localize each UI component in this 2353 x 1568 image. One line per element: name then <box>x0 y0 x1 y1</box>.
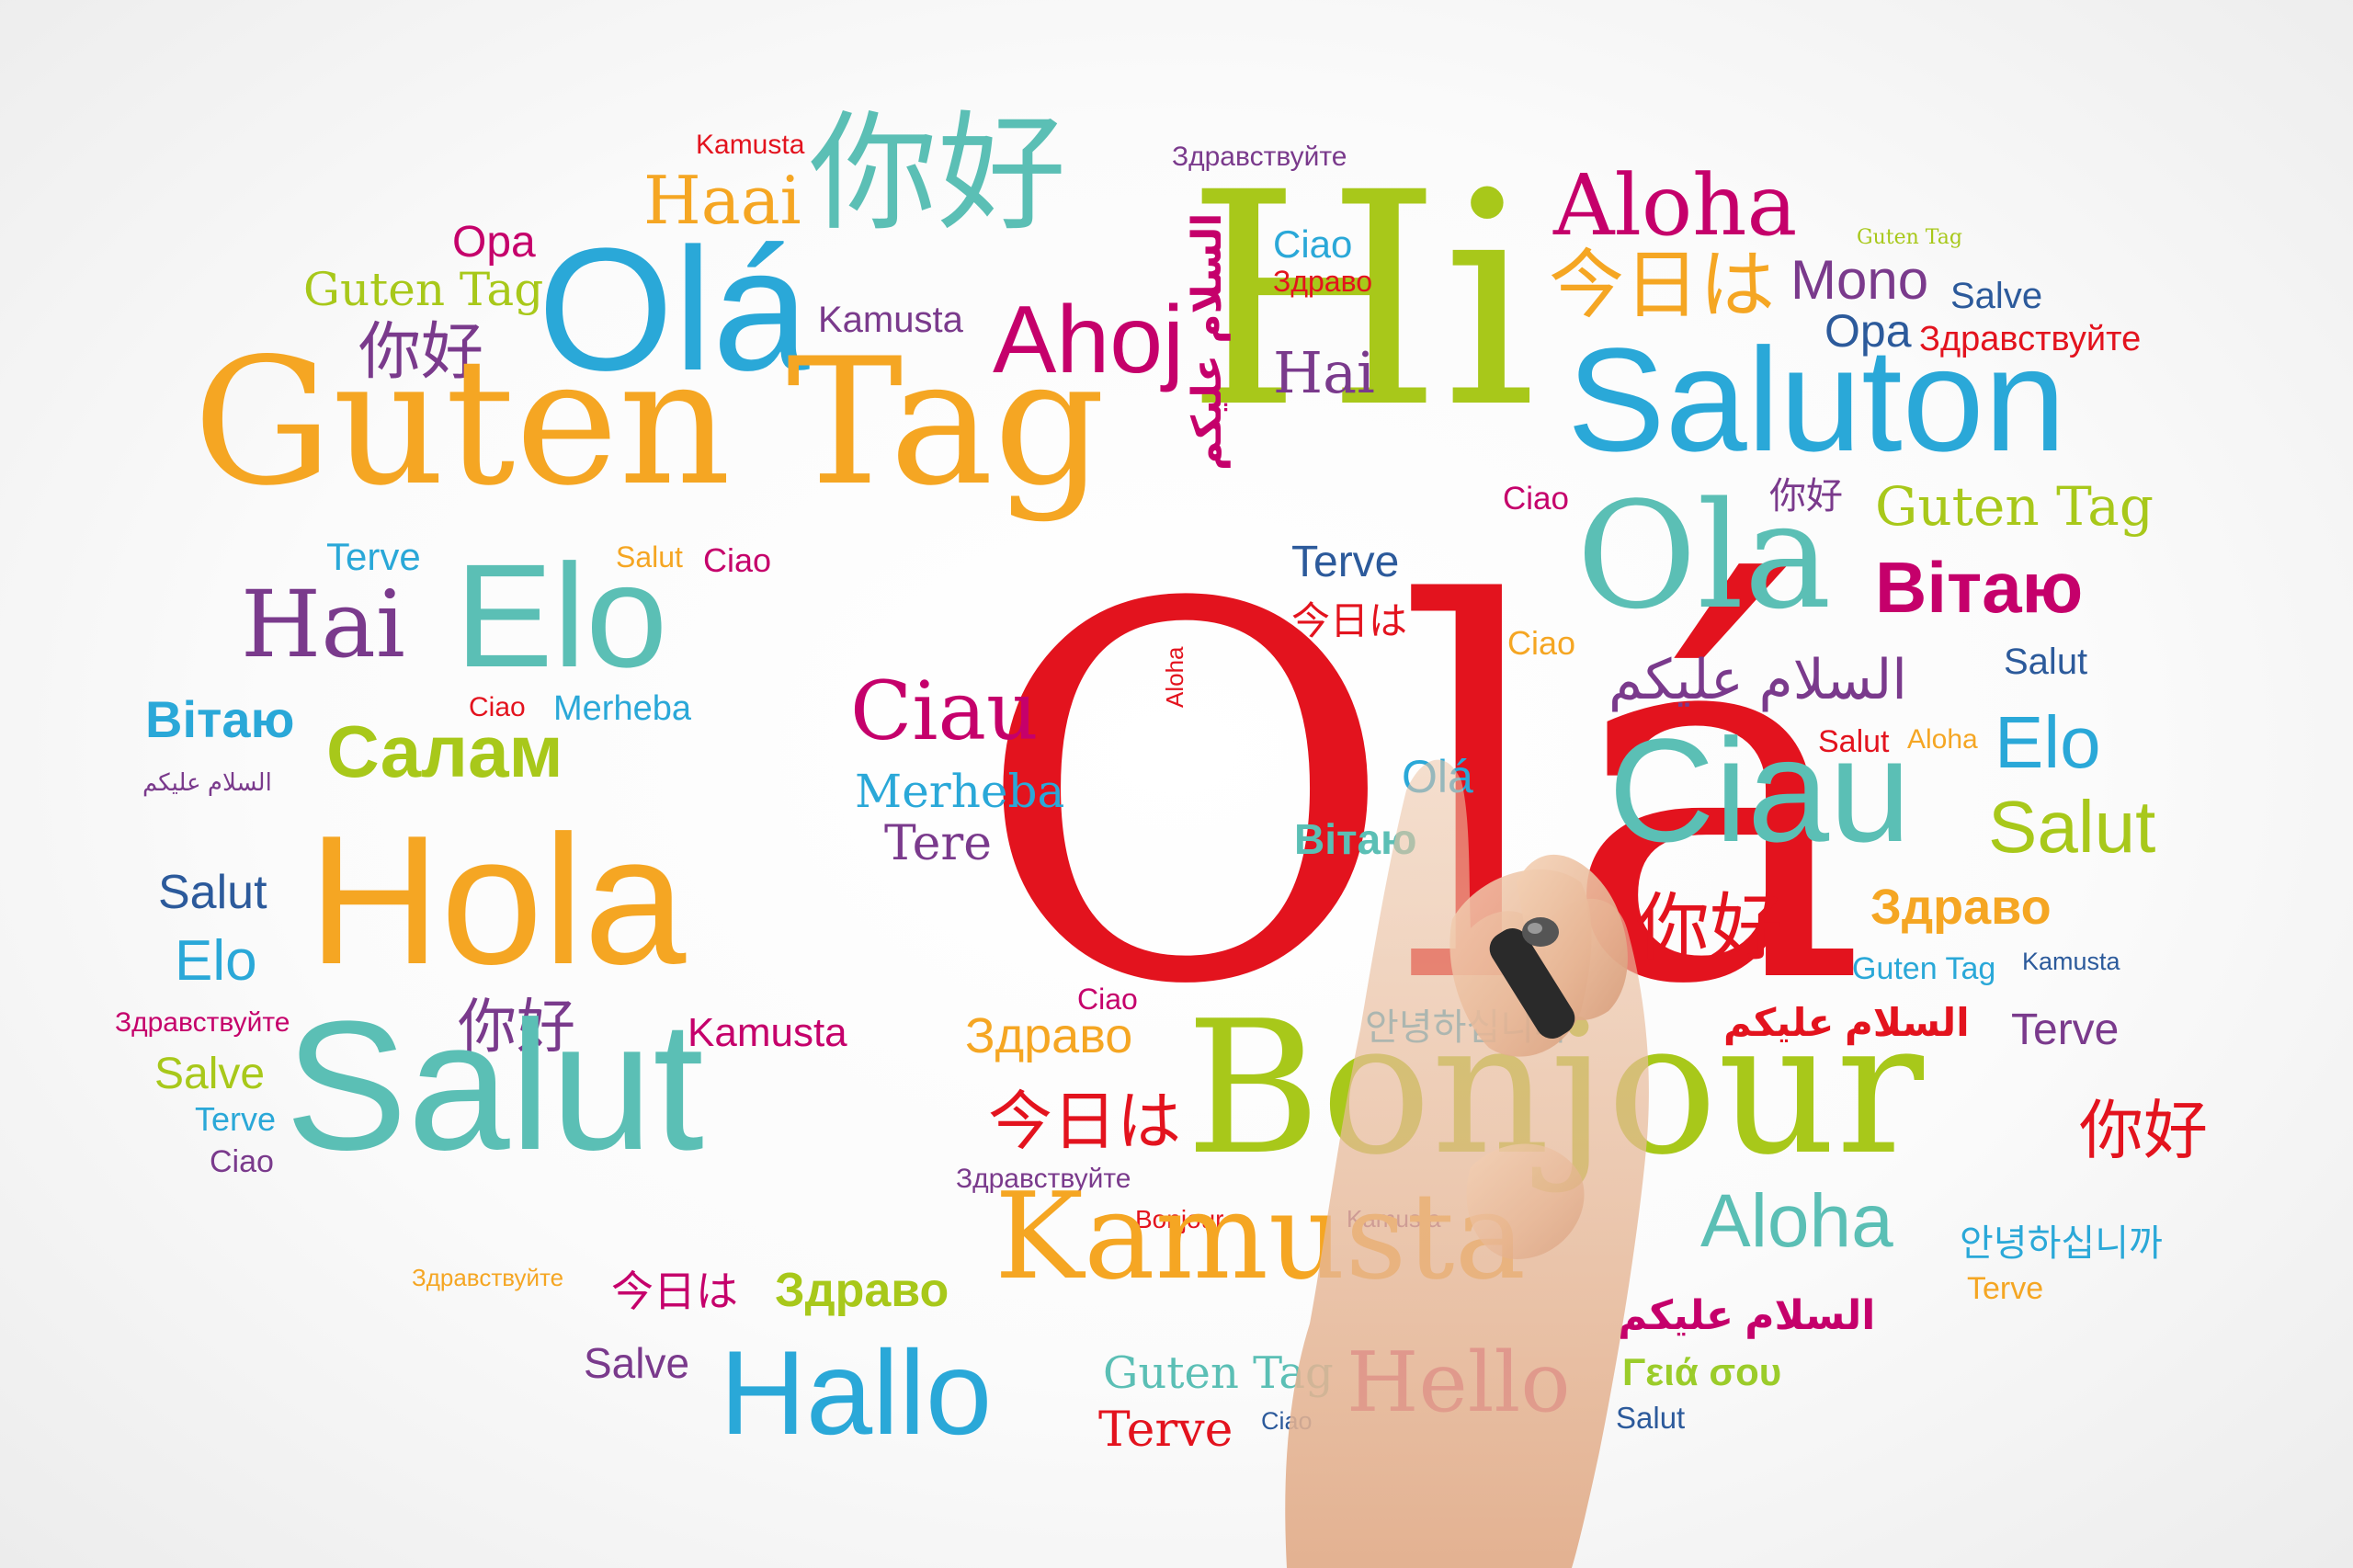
greeting-word: Salut <box>616 540 683 574</box>
greeting-word: Salut <box>1818 724 1890 759</box>
greeting-word: Mono <box>1790 249 1929 311</box>
greeting-word: Ciao <box>1503 481 1569 517</box>
greeting-word: 今日は <box>1291 598 1408 643</box>
greeting-word: السلام عليكم <box>1618 1293 1876 1338</box>
greeting-word: Kamusta <box>688 1010 847 1055</box>
greeting-word: Ciao <box>1507 624 1576 662</box>
greeting-word: Вітаю <box>1875 547 2084 628</box>
greeting-word: Terve <box>195 1100 277 1138</box>
greeting-word: Terve <box>2011 1006 2120 1054</box>
greeting-word: Вітаю <box>145 690 295 748</box>
greeting-word: Здравствуйте <box>1919 320 2142 358</box>
greeting-word: Salve <box>584 1339 690 1387</box>
greeting-word: 안녕하십니까 <box>1960 1223 2163 1264</box>
greeting-word: Terve <box>1098 1403 1233 1458</box>
greeting-word: 你好 <box>809 99 1067 249</box>
greeting-word: Tere <box>884 816 993 871</box>
greeting-word: Hai <box>1273 339 1375 406</box>
greeting-word: Saluton <box>1567 317 2066 482</box>
greeting-word: Здраво <box>775 1264 949 1317</box>
greeting-word: 你好 <box>2079 1095 2208 1166</box>
greeting-word: Olá <box>538 212 810 407</box>
greeting-word: Guten Tag <box>303 263 544 316</box>
greeting-word: 你好 <box>358 316 484 389</box>
greeting-word: Terve <box>1291 538 1400 586</box>
greeting-word: Kamusta <box>696 130 805 160</box>
greeting-word: Merheba <box>855 765 1065 818</box>
greeting-word: Guten Tag <box>1852 951 1996 986</box>
greeting-word: Ola <box>1576 470 1832 642</box>
greeting-word: Aloha <box>1907 724 1978 755</box>
greeting-word: السلام عليكم <box>1608 649 1907 710</box>
greeting-word: Terve <box>326 535 421 578</box>
greeting-word: Здравствуйте <box>1172 142 1347 172</box>
greeting-word: Здравствуйте <box>115 1007 290 1038</box>
greeting-word: Ciao <box>469 692 526 722</box>
greeting-word: Ciao <box>210 1144 274 1179</box>
greeting-word: Elo <box>1995 701 2101 783</box>
greeting-word: Salve <box>154 1050 266 1098</box>
greeting-word: Salut <box>158 866 267 919</box>
greeting-word: Здравствуйте <box>412 1264 564 1291</box>
greeting-word: Здраво <box>965 1008 1133 1063</box>
greeting-word: Aloha <box>1700 1179 1893 1263</box>
greeting-word: Γειά σου <box>1622 1350 1782 1393</box>
greeting-word: Salut <box>2004 642 2088 682</box>
greeting-word: Salut <box>1616 1401 1686 1435</box>
greeting-word: Opa <box>1824 305 1912 357</box>
greeting-word: Салам <box>326 710 563 792</box>
greeting-word: Здраво <box>1273 265 1373 298</box>
greeting-word: Hi <box>1186 131 1537 472</box>
greeting-word: Haai <box>643 162 801 239</box>
greeting-word: Ciao <box>1273 222 1353 266</box>
greeting-word: Ciao <box>703 541 772 579</box>
greeting-word: Guten Tag <box>193 321 1106 524</box>
greeting-word: Здраво <box>1870 880 2052 935</box>
greeting-word: Hallo <box>720 1325 993 1460</box>
greeting-word: Kamusta <box>818 300 963 340</box>
greeting-word: السلام عليكم <box>1723 1001 1970 1044</box>
greeting-word: Elo <box>175 929 257 993</box>
greeting-word: Guten Tag <box>1875 475 2154 538</box>
greeting-word: Kamusta <box>2022 948 2120 975</box>
greeting-word: السلام عليكم <box>142 768 272 796</box>
greeting-word: Здравствуйте <box>956 1164 1131 1194</box>
greeting-word: Merheba <box>553 689 691 728</box>
greeting-word: Salut <box>285 983 704 1188</box>
greeting-word: Salut <box>1988 786 2156 868</box>
greeting-word: Ahoj <box>993 287 1185 393</box>
greeting-word: 今日は <box>988 1085 1181 1157</box>
greeting-word: Ciao <box>1077 983 1138 1016</box>
greeting-word: 你好 <box>1769 475 1843 517</box>
greeting-word: 今日は <box>611 1267 738 1315</box>
greeting-word: 你好 <box>458 994 575 1060</box>
greeting-word: Hola <box>308 798 687 1003</box>
greeting-word: Bonjour <box>1135 1205 1224 1233</box>
greeting-word: Elo <box>455 533 668 698</box>
greeting-word: Ciau <box>850 664 1039 758</box>
greeting-word: Salve <box>1950 276 2043 316</box>
greeting-word: 你好 <box>1636 887 1783 969</box>
greeting-word: Aloha <box>1553 156 1798 255</box>
greeting-word: Hai <box>241 571 405 678</box>
greeting-word: Ciau <box>1608 708 1912 872</box>
greeting-word: Opa <box>452 218 536 267</box>
greeting-word: 今日は <box>1549 242 1776 329</box>
greeting-word: Guten Tag <box>1857 226 1962 249</box>
greeting-word: Terve <box>1967 1271 2044 1306</box>
